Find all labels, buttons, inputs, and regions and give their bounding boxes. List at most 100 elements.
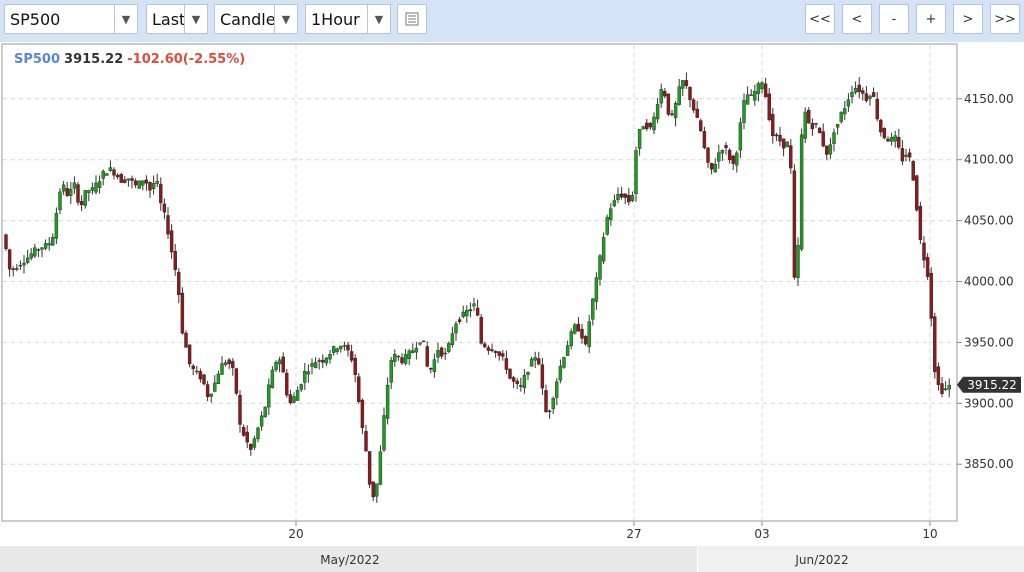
candle-body [223, 362, 228, 365]
chevron-down-icon[interactable]: ▼ [367, 5, 390, 33]
candle [515, 378, 519, 390]
candle [162, 198, 167, 220]
candle-body [249, 444, 253, 450]
candle [756, 81, 761, 102]
candle-body [789, 145, 793, 169]
candle-body [421, 340, 426, 343]
zoom-out-button[interactable]: - [879, 4, 909, 34]
candle [69, 182, 73, 204]
candle [396, 355, 401, 361]
candle [213, 375, 217, 393]
candle-body [756, 83, 761, 94]
candle [727, 148, 732, 164]
candle-body [43, 243, 48, 249]
candle [475, 299, 480, 317]
candle [137, 180, 141, 190]
y-tick-label: 3850.00 [964, 457, 1014, 471]
candle [792, 164, 797, 280]
y-axis: 3850.00 3900.00 3950.00 4000.00 4050.00 4100.… [957, 92, 1014, 471]
candle [717, 144, 721, 169]
candle-body [612, 200, 617, 207]
candle-body [119, 174, 123, 183]
next-button[interactable]: > [953, 4, 983, 34]
candle [731, 154, 735, 171]
chart-style-select[interactable]: Candle ▼ [214, 4, 298, 34]
list-button[interactable] [397, 4, 427, 34]
price-chart[interactable]: 3850.00 3900.00 3950.00 4000.00 4050.00 4100.… [0, 42, 1024, 572]
plot-area [1, 43, 958, 522]
candle [468, 302, 473, 318]
candle [133, 178, 138, 189]
candle [630, 191, 635, 203]
candle-body [846, 99, 851, 107]
candle-body [889, 136, 894, 142]
candle [652, 112, 656, 135]
candle-body [533, 357, 537, 361]
candle-body [763, 83, 768, 98]
candle-body [252, 438, 257, 448]
candle-body [943, 388, 948, 390]
candle-body [774, 134, 779, 137]
candle [720, 149, 725, 161]
candle-body [378, 451, 383, 485]
x-tick-label: 20 [288, 527, 303, 541]
candle-body [173, 251, 177, 270]
candle-body [591, 298, 595, 320]
chevron-down-icon[interactable]: ▼ [114, 5, 137, 33]
candle [925, 253, 930, 280]
candle-body [583, 336, 588, 345]
candle [627, 188, 631, 206]
candle-body [429, 368, 433, 370]
candle [807, 107, 811, 124]
first-button[interactable]: << [805, 4, 835, 34]
candle [551, 396, 555, 415]
candle [184, 330, 188, 348]
period-label: Jun/2022 [794, 553, 848, 567]
candle [940, 376, 944, 398]
candle-body [33, 247, 37, 257]
candle-body [627, 194, 631, 203]
period-band-may [0, 546, 697, 572]
candle-body [360, 399, 365, 428]
candle-body [436, 350, 440, 358]
candle [108, 160, 113, 172]
candle [853, 81, 858, 95]
candle [187, 344, 192, 368]
candle-body [544, 390, 548, 413]
candle-body [828, 144, 833, 155]
chevron-down-icon[interactable]: ▼ [184, 5, 207, 33]
price-type-select[interactable]: Last ▼ [146, 4, 208, 34]
prev-button[interactable]: < [842, 4, 872, 34]
candle-body [101, 171, 105, 179]
chevron-down-icon[interactable]: ▼ [274, 5, 297, 33]
candle [742, 93, 746, 130]
candle-body [663, 91, 667, 97]
candle-body [303, 370, 307, 383]
candle-body [483, 343, 487, 348]
candle-body [684, 80, 689, 87]
symbol-select[interactable]: SP500 ▼ [4, 4, 138, 34]
candle-body [195, 370, 199, 373]
candle [825, 145, 829, 161]
last-button[interactable]: >> [990, 4, 1020, 34]
period-band-jun [698, 546, 1024, 572]
candle-body [551, 398, 555, 409]
candle [699, 118, 703, 133]
candle-body [414, 347, 419, 353]
candle [331, 345, 336, 356]
zoom-in-button[interactable]: + [916, 4, 946, 34]
candle-body [904, 154, 908, 157]
candle-body [187, 344, 192, 365]
candle-body [36, 249, 41, 251]
candle-body [486, 347, 491, 351]
candle [933, 312, 937, 379]
candle [648, 122, 653, 130]
candle [483, 341, 487, 349]
candle [295, 386, 300, 401]
candle-body [216, 373, 221, 384]
candle [695, 100, 699, 118]
interval-select[interactable]: 1Hour ▼ [305, 4, 391, 34]
candle [364, 424, 368, 452]
candle [479, 314, 483, 345]
candle-body [443, 352, 447, 355]
